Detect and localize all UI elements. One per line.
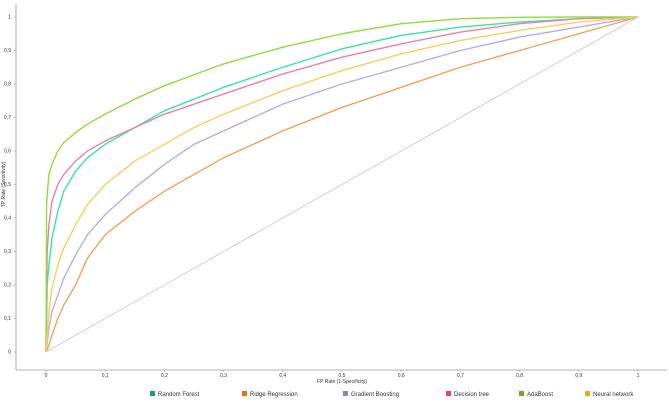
x-tick-label: 1 xyxy=(637,373,640,379)
reference-diagonal-line xyxy=(45,16,639,353)
y-tick-label: 0,7 xyxy=(4,115,11,121)
legend-label: Ridge Regression xyxy=(250,392,298,398)
y-tick-label: 0,9 xyxy=(4,48,11,54)
x-tick-label: 0,6 xyxy=(398,373,405,379)
legend-item-gradient-boosting: Gradient Boosting xyxy=(343,391,399,398)
x-tick-label: 0 xyxy=(45,373,48,379)
legend-label: Decision tree xyxy=(454,392,490,398)
x-tick-label: 0,5 xyxy=(339,373,346,379)
y-tick-label: 0,2 xyxy=(4,283,11,289)
series-layer xyxy=(45,16,639,353)
x-tick-label: 0,1 xyxy=(102,373,109,379)
y-tick-label: 0,4 xyxy=(4,216,11,222)
legend: Random Forest Ridge Regression Gradient Bo… xyxy=(150,391,634,398)
x-tick-label: 0,9 xyxy=(575,373,582,379)
x-tick-label: 0,4 xyxy=(279,373,286,379)
legend-label: Neural network xyxy=(593,392,634,398)
y-tick-label: 0,3 xyxy=(4,249,11,255)
series-line-adaboost xyxy=(45,16,638,353)
legend-item-ridge-regression: Ridge Regression xyxy=(242,391,298,398)
axes-layer: 0 0,1 0,2 0,3 0,4 0,5 0,6 0,7 0,8 0,9 1 0 0,1 0,2 0,3 0… xyxy=(4,4,667,379)
y-tick-label: 1 xyxy=(8,15,11,21)
y-tick-label: 0 xyxy=(8,350,11,356)
x-axis-label: FP Rate (1-Specificity) xyxy=(317,379,367,385)
x-tick-label: 0,8 xyxy=(516,373,523,379)
series-line-neural-network xyxy=(45,16,639,353)
y-tick-label: 0,1 xyxy=(4,316,11,322)
legend-swatch xyxy=(519,391,524,396)
legend-item-decision-tree: Decision tree xyxy=(446,391,490,398)
legend-item-random-forest: Random Forest xyxy=(150,391,200,398)
legend-label: Gradient Boosting xyxy=(351,392,399,398)
series-line-ridge-regression xyxy=(45,16,639,353)
legend-item-adaboost: AdaBoost xyxy=(519,391,553,398)
reference-line-layer xyxy=(45,16,639,353)
legend-swatch xyxy=(242,391,247,396)
axis-labels-layer: FP Rate (1-Specificity) TP Rate (Sensiti… xyxy=(1,161,367,385)
legend-label: AdaBoost xyxy=(527,392,553,398)
series-line-gradient-boosting xyxy=(45,16,639,353)
y-tick-label: 0,5 xyxy=(4,182,11,188)
y-axis-label: TP Rate (Sensitivity) xyxy=(1,161,7,207)
series-line-decision-tree xyxy=(45,16,639,353)
y-tick-label: 0,8 xyxy=(4,82,11,88)
legend-swatch xyxy=(585,391,590,396)
legend-swatch xyxy=(446,391,451,396)
legend-swatch xyxy=(150,391,155,396)
legend-label: Random Forest xyxy=(158,392,200,398)
x-tick-label: 0,3 xyxy=(220,373,227,379)
legend-item-neural-network: Neural network xyxy=(585,391,634,398)
x-tick-label: 0,2 xyxy=(161,373,168,379)
legend-swatch xyxy=(343,391,348,396)
x-tick-label: 0,7 xyxy=(457,373,464,379)
y-tick-label: 0,6 xyxy=(4,149,11,155)
